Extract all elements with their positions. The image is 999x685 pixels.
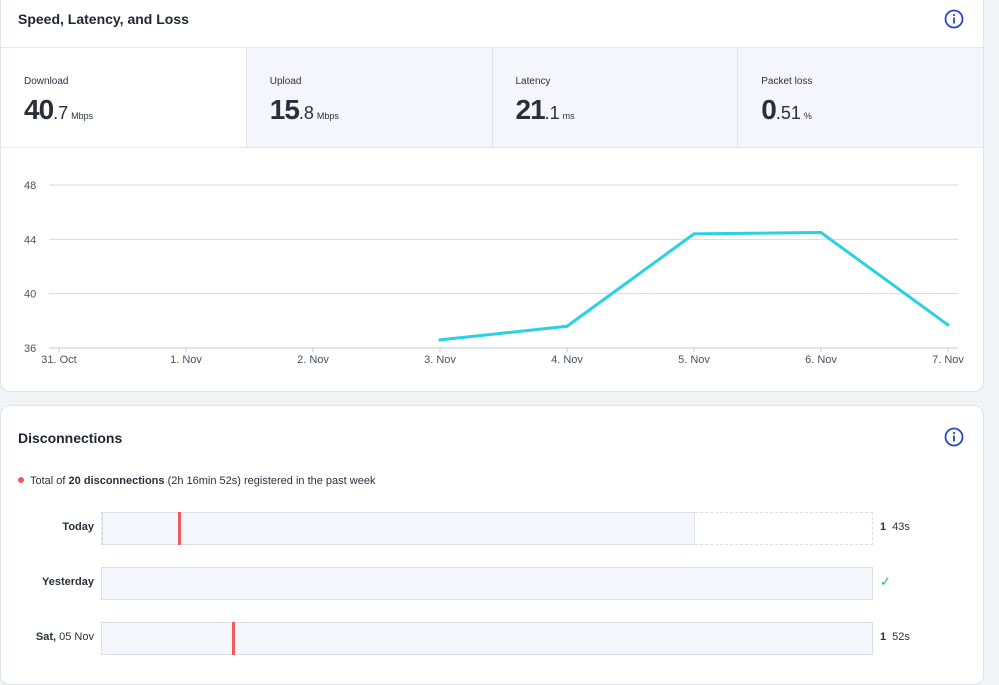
x-tick-label: 6. Nov [805,354,837,366]
metric-value: 0.51% [761,94,812,126]
speed-card-title: Speed, Latency, and Loss [18,11,189,27]
row-label: Sat, 05 Nov [35,631,94,643]
metric-upload: Upload 15.8 Mbps [245,48,492,147]
check-icon: ✓ [880,574,891,589]
metric-download: Download 40.7 Mbps [1,48,246,147]
y-tick-label: 44 [24,234,36,246]
data-point [438,338,442,342]
day-timeline[interactable] [101,567,873,600]
metric-value-int: 21 [515,94,546,125]
speed-line-chart: 36 40 44 48 31. Oct 1. Nov 2. Nov 3. Nov 4. Nov 5… [24,180,964,366]
disconnection-marker[interactable] [232,622,236,655]
metric-value: 15.8 Mbps [270,94,339,126]
metric-label: Latency [515,76,551,87]
x-tick-label: 7. Nov [932,354,964,366]
metrics-row: Download 40.7 Mbps Upload 15.8 Mbps Latenc… [1,48,983,148]
summary-post: (2h 16min 52s) registered in the past we… [164,475,376,487]
speed-card-header: Speed, Latency, and Loss [1,1,983,48]
metric-value-int: 0 [761,94,777,125]
red-dot-icon [18,477,24,483]
metric-value: 21.1 ms [516,94,575,126]
disconnections-summary: Total of 20 disconnections (2h 16min 52s… [18,475,375,487]
metric-unit: % [803,111,812,121]
metric-unit: ms [562,111,575,121]
data-point [819,231,823,235]
row-label: Today [62,521,94,533]
data-point [946,323,950,327]
disconnections-card: Disconnections Total of 20 disconnection… [0,405,984,685]
x-tick-label: 1. Nov [170,354,202,366]
x-tick-label: 5. Nov [678,354,710,366]
metric-latency: Latency 21.1 ms [491,48,738,147]
disconnection-marker[interactable] [178,512,182,545]
elapsed-fill [102,512,695,545]
disconnection-row-sat: Sat, 05 Nov 1 52s [1,622,983,656]
x-tick-label: 2. Nov [297,354,329,366]
metric-value-int: 15 [269,94,300,125]
day-timeline[interactable] [101,622,873,655]
x-tick-label: 4. Nov [551,354,583,366]
disconnections-title: Disconnections [18,430,123,446]
metric-unit: Mbps [71,111,94,121]
metric-value-dec: .8 [298,103,314,123]
metric-value-dec: .51 [775,103,801,123]
x-tick-label: 31. Oct [41,354,76,366]
metric-value-dec: .7 [53,103,69,123]
summary-pre: Total of [30,475,69,487]
metric-label: Upload [269,76,302,87]
metric-unit: Mbps [316,111,339,121]
data-point [565,324,569,328]
disconnection-row-today: Today 1 43s [1,512,983,546]
row-stat: 1 43s [880,521,910,533]
series-line [438,231,950,342]
metric-value-dec: .1 [544,103,560,123]
row-label: Yesterday [42,576,94,588]
info-icon[interactable] [944,9,964,29]
y-tick-label: 36 [24,343,36,355]
y-tick-label: 40 [24,289,36,301]
day-timeline[interactable] [101,512,873,545]
metric-packet-loss: Packet loss 0.51% [737,48,983,147]
disconnection-row-yesterday: Yesterday ✓ [1,567,983,601]
metric-label: Packet loss [761,76,813,87]
data-point [692,232,696,236]
x-tick-label: 3. Nov [424,354,456,366]
info-icon[interactable] [944,427,964,447]
metric-label: Download [24,76,69,87]
row-stat: 1 52s [880,631,910,643]
speed-latency-loss-card: Speed, Latency, and Loss Download 40.7 Mb… [0,0,984,392]
summary-count: 20 disconnections [68,475,165,487]
metric-value-int: 40 [24,94,54,125]
y-tick-label: 48 [24,180,36,192]
metric-value: 40.7 Mbps [24,94,93,126]
